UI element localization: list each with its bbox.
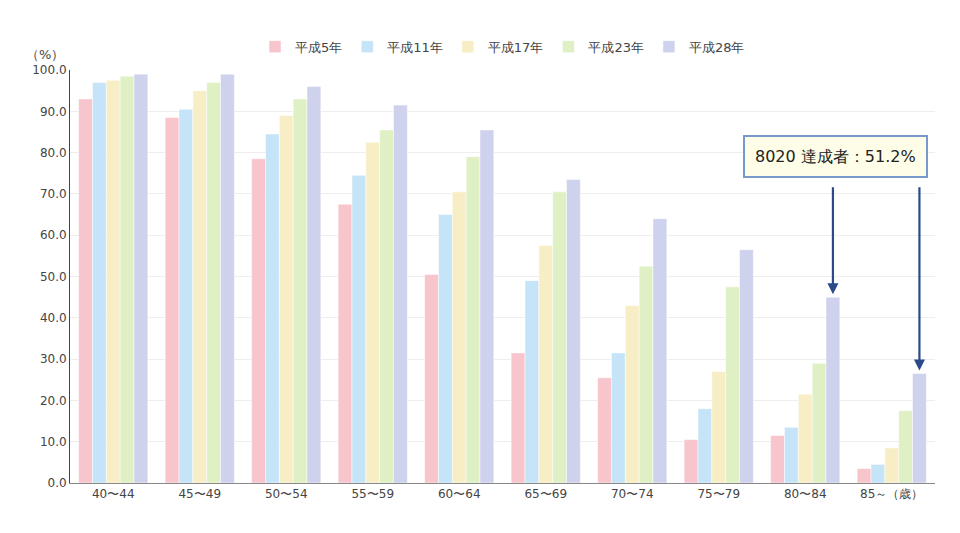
svg-text:70.0: 70.0 bbox=[40, 187, 67, 201]
svg-text:平成11年: 平成11年 bbox=[387, 40, 443, 55]
svg-text:65〜69: 65〜69 bbox=[524, 487, 567, 501]
svg-text:（%）: （%） bbox=[26, 47, 64, 62]
svg-text:60.0: 60.0 bbox=[40, 228, 67, 242]
svg-text:45〜49: 45〜49 bbox=[178, 487, 221, 501]
svg-text:40〜44: 40〜44 bbox=[92, 487, 135, 501]
svg-text:30.0: 30.0 bbox=[40, 352, 67, 366]
svg-text:60〜64: 60〜64 bbox=[438, 487, 481, 501]
svg-text:90.0: 90.0 bbox=[40, 105, 67, 119]
svg-text:平成28年: 平成28年 bbox=[689, 40, 745, 55]
svg-text:平成5年: 平成5年 bbox=[295, 40, 342, 55]
svg-text:10.0: 10.0 bbox=[40, 435, 67, 449]
svg-text:50〜54: 50〜54 bbox=[265, 487, 308, 501]
svg-text:0.0: 0.0 bbox=[48, 476, 67, 490]
svg-text:50.0: 50.0 bbox=[40, 270, 67, 284]
svg-text:40.0: 40.0 bbox=[40, 311, 67, 325]
svg-text:100.0: 100.0 bbox=[32, 63, 66, 77]
svg-text:20.0: 20.0 bbox=[40, 394, 67, 408]
svg-text:85～（歳）: 85～（歳） bbox=[860, 487, 923, 501]
svg-text:80〜84: 80〜84 bbox=[784, 487, 827, 501]
svg-text:75〜79: 75〜79 bbox=[697, 487, 740, 501]
svg-text:70〜74: 70〜74 bbox=[611, 487, 654, 501]
svg-text:平成23年: 平成23年 bbox=[588, 40, 644, 55]
svg-text:平成17年: 平成17年 bbox=[488, 40, 544, 55]
svg-text:55〜59: 55〜59 bbox=[351, 487, 394, 501]
svg-text:8020 達成者：51.2%: 8020 達成者：51.2% bbox=[755, 147, 916, 166]
svg-text:80.0: 80.0 bbox=[40, 146, 67, 160]
